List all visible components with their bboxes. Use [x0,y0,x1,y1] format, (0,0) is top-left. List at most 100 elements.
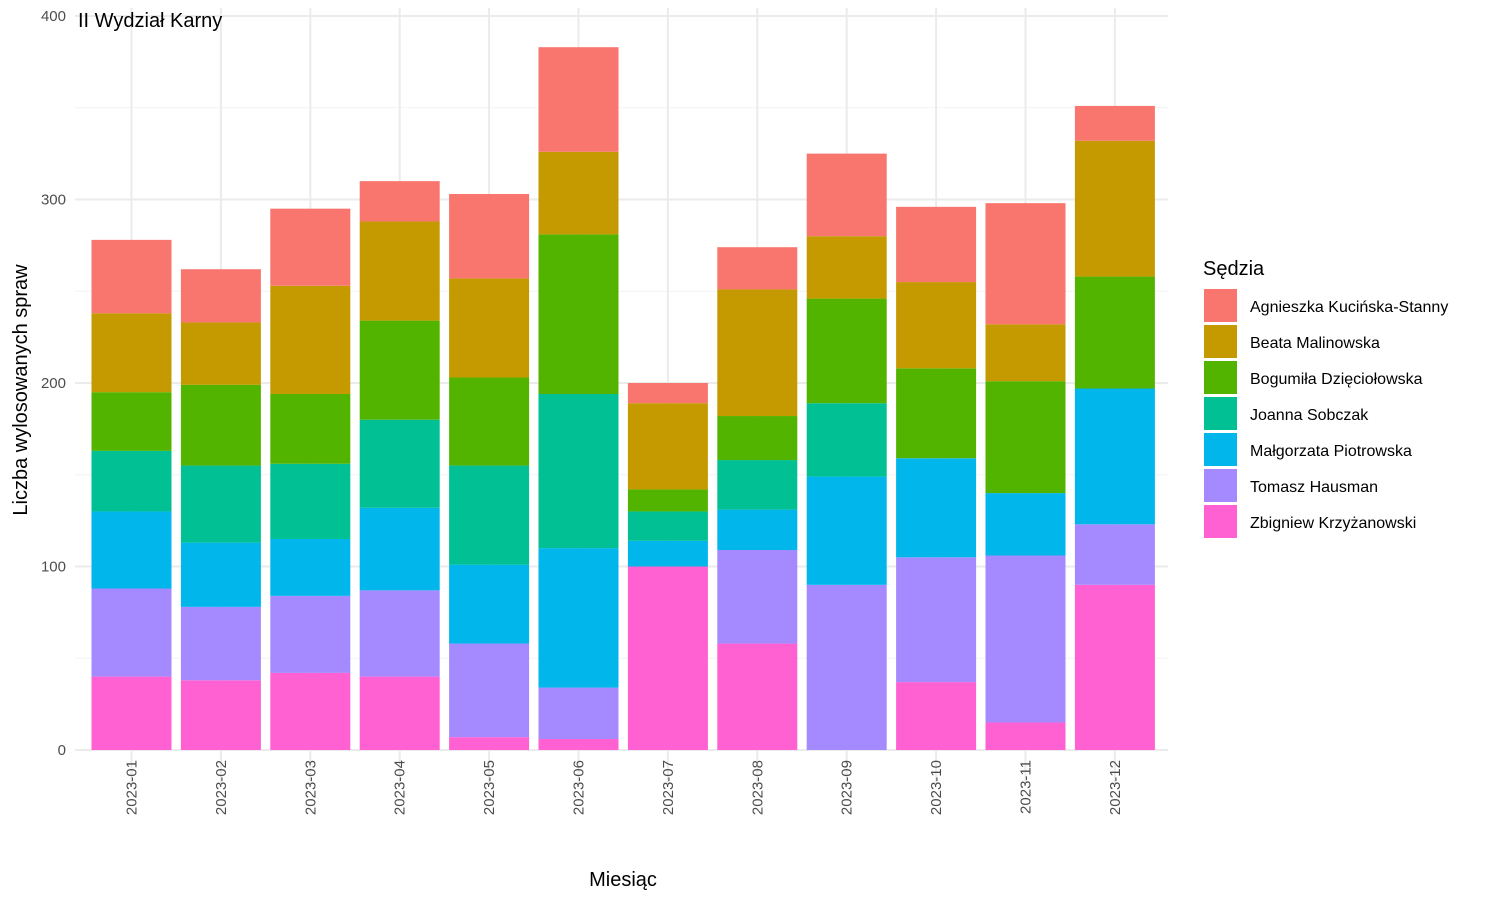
bar-segment [717,289,798,417]
bar-segment [359,221,440,321]
bar-segment [806,476,887,585]
bar-segment [270,285,351,395]
bar-segment [270,208,351,286]
bar-segment [627,540,708,567]
y-tick-label: 100 [41,559,66,576]
bar-segment [896,557,977,683]
x-tick-label: 2023-06 [571,760,588,815]
y-tick-label: 200 [41,375,66,392]
bar-segment [538,738,619,750]
x-tick-label: 2023-01 [124,760,141,815]
x-tick-label: 2023-02 [213,760,230,815]
bar-segment [91,676,172,750]
bar-segment [359,507,440,591]
bar-segment [538,151,619,235]
bars [91,47,1155,750]
bar-segment [627,383,708,404]
x-tick-label: 2023-04 [392,760,409,815]
x-tick-label: 2023-03 [302,760,319,815]
legend-key [1204,433,1237,466]
bar-segment [538,234,619,395]
bar-segment [806,584,887,750]
legend-label: Beata Malinowska [1250,335,1380,352]
bar-segment [270,394,351,464]
legend-label: Agnieszka Kucińska-Stanny [1250,299,1448,316]
x-axis-title: Miesiąc [589,869,657,891]
y-tick-label: 300 [41,192,66,209]
legend-label: Zbigniew Krzyżanowski [1250,515,1416,532]
bar-segment [896,682,977,750]
bar-segment [896,282,977,369]
y-axis-title: Liczba wylosowanych spraw [10,264,32,516]
legend-label: Joanna Sobczak [1250,407,1369,424]
bar-segment [627,566,708,750]
bar-segment [270,595,351,673]
bar-segment [985,722,1066,750]
x-tick-label: 2023-09 [839,760,856,815]
bar-segment [180,269,261,323]
bar-segment [985,555,1066,723]
bar-segment [359,181,440,222]
x-tick-label: 2023-08 [749,760,766,815]
bar-segment [627,511,708,541]
bar-segment [270,538,351,596]
bar-segment [359,419,440,508]
bar-segment [91,313,172,393]
x-tick-label: 2023-07 [660,760,677,815]
legend-key [1204,325,1237,358]
bar-segment [627,489,708,512]
bar-segment [449,643,530,738]
bar-segment [180,542,261,607]
y-tick-label: 400 [41,8,66,25]
bar-segment [449,564,530,644]
bar-segment [91,239,172,314]
chart-title: II Wydział Karny [78,10,222,32]
legend-key [1204,505,1237,538]
bar-segment [1074,276,1155,389]
bar-segment [896,458,977,558]
bar-segment [180,680,261,750]
legend: Agnieszka Kucińska-Stanny Beata Malinowsk… [1204,289,1448,538]
bar-segment [985,381,1066,494]
bar-segment [270,463,351,539]
bar-segment [91,392,172,451]
legend-key [1204,397,1237,430]
bar-segment [449,465,530,565]
legend-key [1204,469,1237,502]
bar-segment [180,465,261,543]
y-axis-ticks: 0 100 200 300 400 [41,8,66,759]
legend-label: Małgorzata Piotrowska [1250,443,1412,460]
bar-segment [180,322,261,385]
bar-segment [1074,584,1155,750]
bar-segment [717,549,798,644]
bar-segment [806,153,887,237]
bar-segment [91,450,172,512]
bar-segment [806,236,887,299]
x-tick-label: 2023-11 [1018,760,1035,814]
x-tick-label: 2023-10 [928,760,945,815]
x-axis-ticks: 2023-01 2023-02 2023-03 2023-04 2023-05 2023-… [124,760,1124,815]
bar-segment [985,324,1066,382]
bar-segment [449,377,530,466]
bar-segment [91,588,172,677]
bar-segment [180,606,261,681]
bar-segment [806,403,887,477]
legend-title: Sędzia [1203,258,1265,280]
legend-key [1204,361,1237,394]
legend-label: Bogumiła Dzięciołowska [1250,371,1423,388]
bar-segment [449,737,530,750]
bar-segment [985,203,1066,325]
legend-label: Tomasz Hausman [1250,479,1378,496]
bar-segment [449,193,530,279]
x-tick-label: 2023-05 [481,760,498,815]
bar-segment [449,278,530,378]
x-tick-label: 2023-12 [1107,760,1124,815]
bar-segment [1074,524,1155,585]
bar-segment [896,368,977,459]
bar-segment [1074,105,1155,141]
bar-segment [627,403,708,490]
bar-segment [1074,388,1155,525]
bar-segment [180,384,261,466]
